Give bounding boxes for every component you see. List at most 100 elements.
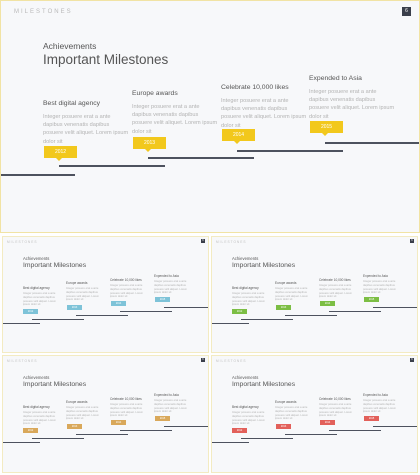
milestone-2: Europe awards Integer posuere erat a ante… [275, 400, 315, 421]
year-badge: 2015 [364, 416, 379, 421]
timeline-step [237, 150, 343, 153]
milestone-3: Celebrate 10,000 likes Integer posuere er… [110, 278, 150, 299]
year-badge: 2012 [44, 146, 77, 161]
milestone-2: Europe awards Integer posuere erat a ante… [66, 281, 106, 302]
year-badge: 2013 [67, 305, 82, 310]
milestone-2: Europe awards Integer posuere erat a ante… [66, 400, 106, 421]
milestone-title: Celebrate 10,000 likes [221, 84, 289, 91]
milestone-title: Europe awards [275, 400, 297, 404]
milestone-title: Expended to Asia [154, 393, 179, 397]
milestone-title: Europe awards [132, 90, 178, 97]
milestone-1: Best digital agency Integer posuere erat … [23, 286, 63, 307]
milestone-title: Best digital agency [23, 286, 50, 290]
slide-subtitle: Achievements [43, 41, 97, 51]
milestone-text: Integer posuere erat a ante dapibus vene… [66, 406, 100, 421]
timeline-step [164, 426, 208, 428]
milestone-text: Integer posuere erat a ante dapibus vene… [275, 406, 309, 421]
milestone-2: Europe awards Integer posuere erat a ant… [132, 90, 218, 136]
milestone-text: Integer posuere erat a ante dapibus vene… [275, 287, 309, 302]
timeline-step [120, 430, 172, 432]
milestone-title: Europe awards [275, 281, 297, 285]
year-badge: 2013 [276, 305, 291, 310]
year-badge: 2012 [23, 309, 38, 314]
milestone-3: Celebrate 10,000 likes Integer posuere er… [319, 397, 359, 418]
slide-subtitle: Achievements [232, 256, 259, 261]
milestone-title: Best digital agency [43, 100, 101, 107]
milestone-title: Celebrate 10,000 likes [319, 278, 351, 282]
page-number: 6 [410, 239, 414, 243]
year-badge: 2015 [155, 297, 170, 302]
timeline-step [241, 438, 293, 440]
milestone-title: Best digital agency [23, 405, 50, 409]
milestone-title: Celebrate 10,000 likes [110, 278, 142, 282]
timeline-step [1, 174, 75, 177]
variant-slide-red[interactable]: MILESTONES 6 Achievements Important Milesto… [211, 355, 418, 473]
timeline-step [120, 311, 172, 313]
timeline-step [76, 434, 128, 436]
timeline-step [329, 430, 381, 432]
variant-slide-tan[interactable]: MILESTONES 6 Achievements Important Milesto… [2, 355, 209, 473]
timeline-step [373, 426, 417, 428]
timeline-step [3, 323, 40, 325]
year-badge: 2014 [320, 301, 335, 306]
milestone-text: Integer posuere erat a ante dapibus vene… [43, 114, 129, 145]
year-badge: 2013 [133, 137, 166, 152]
timeline-step [164, 307, 208, 309]
milestone-4: Expended to Asia Integer posuere erat a a… [363, 393, 403, 414]
slide-title: Important Milestones [232, 262, 296, 269]
variant-slide-blue[interactable]: MILESTONES 6 Achievements Important Milesto… [2, 236, 209, 353]
page-number: 6 [402, 7, 411, 16]
milestone-text: Integer posuere erat a ante dapibus vene… [232, 411, 266, 426]
slide-title: Important Milestones [43, 52, 169, 67]
milestone-text: Integer posuere erat a ante dapibus vene… [154, 399, 188, 414]
milestone-title: Celebrate 10,000 likes [110, 397, 142, 401]
milestone-title: Best digital agency [232, 405, 259, 409]
timeline-step [285, 315, 337, 317]
timeline-step [32, 319, 84, 321]
timeline-step [76, 315, 128, 317]
milestone-4: Expended to Asia Integer posuere erat a … [309, 75, 395, 121]
milestone-text: Integer posuere erat a ante dapibus vene… [232, 292, 266, 307]
milestone-4: Expended to Asia Integer posuere erat a a… [154, 274, 194, 295]
timeline-step [59, 165, 165, 168]
year-badge: 2015 [155, 416, 170, 421]
year-badge: 2012 [23, 428, 38, 433]
milestone-1: Best digital agency Integer posuere erat … [232, 286, 272, 307]
timeline-step [3, 442, 40, 444]
timeline-step [285, 434, 337, 436]
milestone-title: Expended to Asia [363, 393, 388, 397]
variant-slide-green[interactable]: MILESTONES 6 Achievements Important Milesto… [211, 236, 418, 353]
timeline-step [329, 311, 381, 313]
year-badge: 2014 [320, 420, 335, 425]
year-badge: 2012 [232, 428, 247, 433]
milestone-1: Best digital agency Integer posuere erat … [23, 405, 63, 426]
timeline-step [212, 323, 249, 325]
page-number: 6 [410, 358, 414, 362]
year-badge: 2013 [67, 424, 82, 429]
slide-title: Important Milestones [23, 262, 87, 269]
year-badge: 2014 [222, 129, 255, 144]
milestone-4: Expended to Asia Integer posuere erat a a… [154, 393, 194, 414]
milestone-text: Integer posuere erat a ante dapibus vene… [23, 292, 57, 307]
milestone-text: Integer posuere erat a ante dapibus vene… [23, 411, 57, 426]
page-number: 6 [201, 239, 205, 243]
timeline-step [325, 142, 419, 145]
milestone-text: Integer posuere erat a ante dapibus vene… [110, 403, 144, 418]
year-badge: 2013 [276, 424, 291, 429]
year-badge: 2014 [111, 301, 126, 306]
main-slide[interactable]: MILESTONES 6 Achievements Important Mile… [0, 0, 420, 233]
timeline-step [148, 157, 254, 160]
milestone-title: Europe awards [66, 400, 88, 404]
milestone-3: Celebrate 10,000 likes Integer posuere er… [319, 278, 359, 299]
milestone-text: Integer posuere erat a ante dapibus vene… [66, 287, 100, 302]
header-label: MILESTONES [7, 359, 38, 363]
header-label: MILESTONES [216, 359, 247, 363]
slide-subtitle: Achievements [23, 256, 50, 261]
milestone-title: Expended to Asia [363, 274, 388, 278]
milestone-1: Best digital agency Integer posuere erat… [43, 100, 129, 146]
milestone-title: Expended to Asia [309, 75, 362, 82]
milestone-title: Europe awards [66, 281, 88, 285]
milestone-title: Celebrate 10,000 likes [319, 397, 351, 401]
year-badge: 2014 [111, 420, 126, 425]
slide-title: Important Milestones [23, 381, 87, 388]
